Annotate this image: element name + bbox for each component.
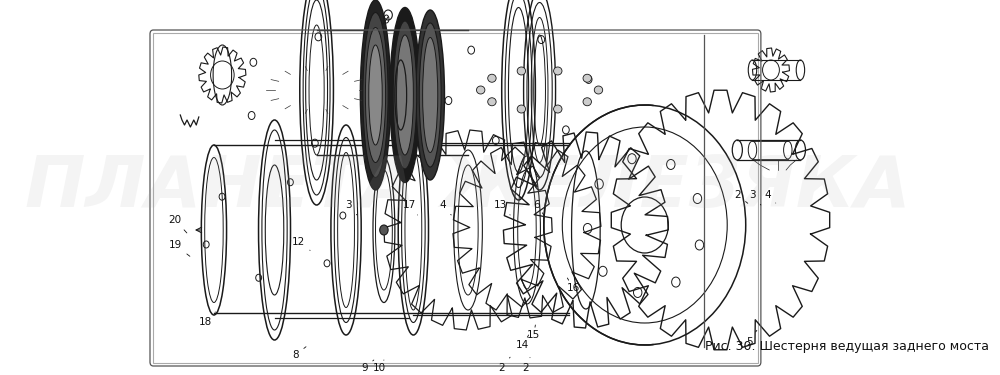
Ellipse shape <box>583 98 591 106</box>
Text: 3: 3 <box>345 200 357 215</box>
Text: 18: 18 <box>199 312 215 327</box>
Ellipse shape <box>360 0 391 190</box>
Ellipse shape <box>583 74 591 82</box>
Bar <box>153 33 758 363</box>
Ellipse shape <box>390 8 420 183</box>
Ellipse shape <box>416 10 444 180</box>
Text: 2: 2 <box>522 357 530 373</box>
Text: 2: 2 <box>498 357 510 373</box>
Ellipse shape <box>363 12 388 177</box>
Ellipse shape <box>594 86 603 94</box>
Text: 16: 16 <box>567 278 580 293</box>
Text: 10: 10 <box>373 360 386 373</box>
Text: 15: 15 <box>527 325 540 340</box>
Text: 6: 6 <box>534 200 544 215</box>
Text: 12: 12 <box>291 237 310 250</box>
Text: 14: 14 <box>516 335 529 350</box>
Ellipse shape <box>554 105 562 113</box>
Text: 4: 4 <box>440 200 451 215</box>
Text: 20: 20 <box>169 215 187 233</box>
Ellipse shape <box>393 21 417 169</box>
Text: ПЛАНЕТА ЖЕЛЕЗЯКА: ПЛАНЕТА ЖЕЛЕЗЯКА <box>25 153 911 222</box>
Text: 17: 17 <box>403 200 418 215</box>
Text: Рис. 30. Шестерня ведущая заднего моста: Рис. 30. Шестерня ведущая заднего моста <box>705 340 989 353</box>
Ellipse shape <box>488 74 496 82</box>
Text: 9: 9 <box>361 360 374 373</box>
Ellipse shape <box>365 27 386 162</box>
Ellipse shape <box>476 86 485 94</box>
Ellipse shape <box>517 105 526 113</box>
Ellipse shape <box>554 67 562 75</box>
Text: 2: 2 <box>734 190 748 203</box>
Ellipse shape <box>423 38 438 153</box>
Text: 4: 4 <box>764 190 776 203</box>
Text: 3: 3 <box>749 190 761 205</box>
Text: 19: 19 <box>169 240 190 256</box>
Ellipse shape <box>419 23 441 167</box>
Text: 13: 13 <box>493 200 510 215</box>
Ellipse shape <box>488 98 496 106</box>
Ellipse shape <box>517 67 526 75</box>
Text: 8: 8 <box>292 347 306 360</box>
Ellipse shape <box>369 45 382 145</box>
Text: 5: 5 <box>746 330 757 347</box>
Circle shape <box>380 225 388 235</box>
Ellipse shape <box>397 35 413 155</box>
